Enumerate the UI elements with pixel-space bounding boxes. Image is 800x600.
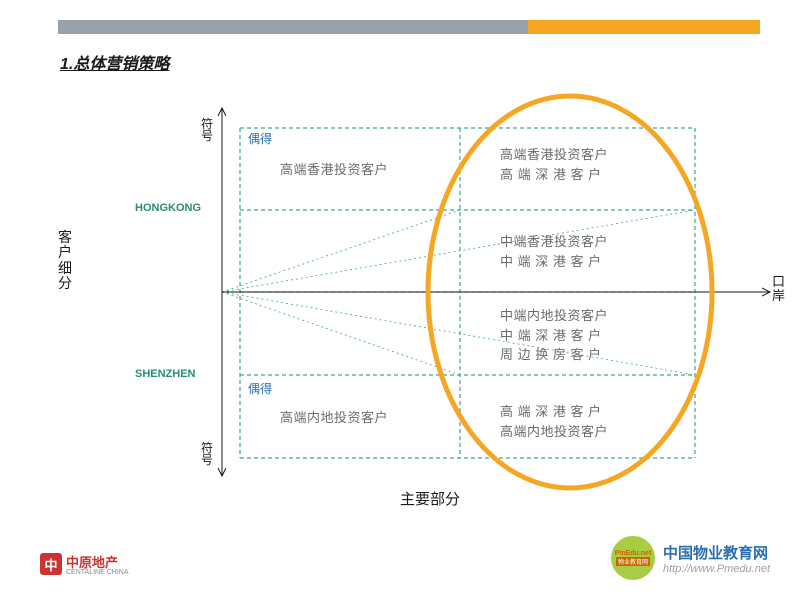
- main-part-label: 主要部分: [400, 488, 460, 509]
- centaline-sub-text: CENTALINE CHINA: [66, 569, 129, 576]
- cell-quadrant-1: 高端香港投资客户高 端 深 港 客 户: [500, 145, 608, 184]
- y-tick-bottom: 符号: [200, 442, 214, 466]
- pmedu-domain: PmEdu.net: [615, 550, 652, 557]
- centaline-mark-icon: 中: [40, 553, 62, 575]
- pmedu-name: 物业教育网: [616, 557, 650, 566]
- x-axis-label: 口岸: [772, 275, 786, 304]
- y-axis-label: 客户细分: [58, 230, 72, 292]
- footer-site-title: 中国物业教育网: [663, 542, 770, 563]
- strategy-diagram: [0, 0, 800, 600]
- cell-quadrant-4: 高 端 深 港 客 户高端内地投资客户: [500, 402, 608, 441]
- cell-quadrant-3: 中端内地投资客户中 端 深 港 客 户周 边 换 房 客 户: [500, 306, 608, 365]
- footer-site-url: http://www.Pmedu.net: [663, 563, 770, 575]
- note-ougde-bottom: 偶得: [248, 380, 272, 397]
- cell-quadrant-2: 中端香港投资客户中 端 深 港 客 户: [500, 232, 608, 271]
- cell-left-top: 高端香港投资客户: [280, 160, 388, 180]
- footer-right-group: PmEdu.net 物业教育网 中国物业教育网 http://www.Pmedu…: [611, 536, 770, 580]
- region-label-shenzhen: SHENZHEN: [135, 368, 196, 380]
- region-label-hongkong: HONGKONG: [135, 202, 201, 214]
- y-tick-top: 符号: [200, 118, 214, 142]
- cell-left-bottom: 高端内地投资客户: [280, 408, 388, 428]
- footer-logo-centaline: 中 中原地产 CENTALINE CHINA: [40, 552, 129, 576]
- note-ougde-top: 偶得: [248, 130, 272, 147]
- pmedu-globe-icon: PmEdu.net 物业教育网: [611, 536, 655, 580]
